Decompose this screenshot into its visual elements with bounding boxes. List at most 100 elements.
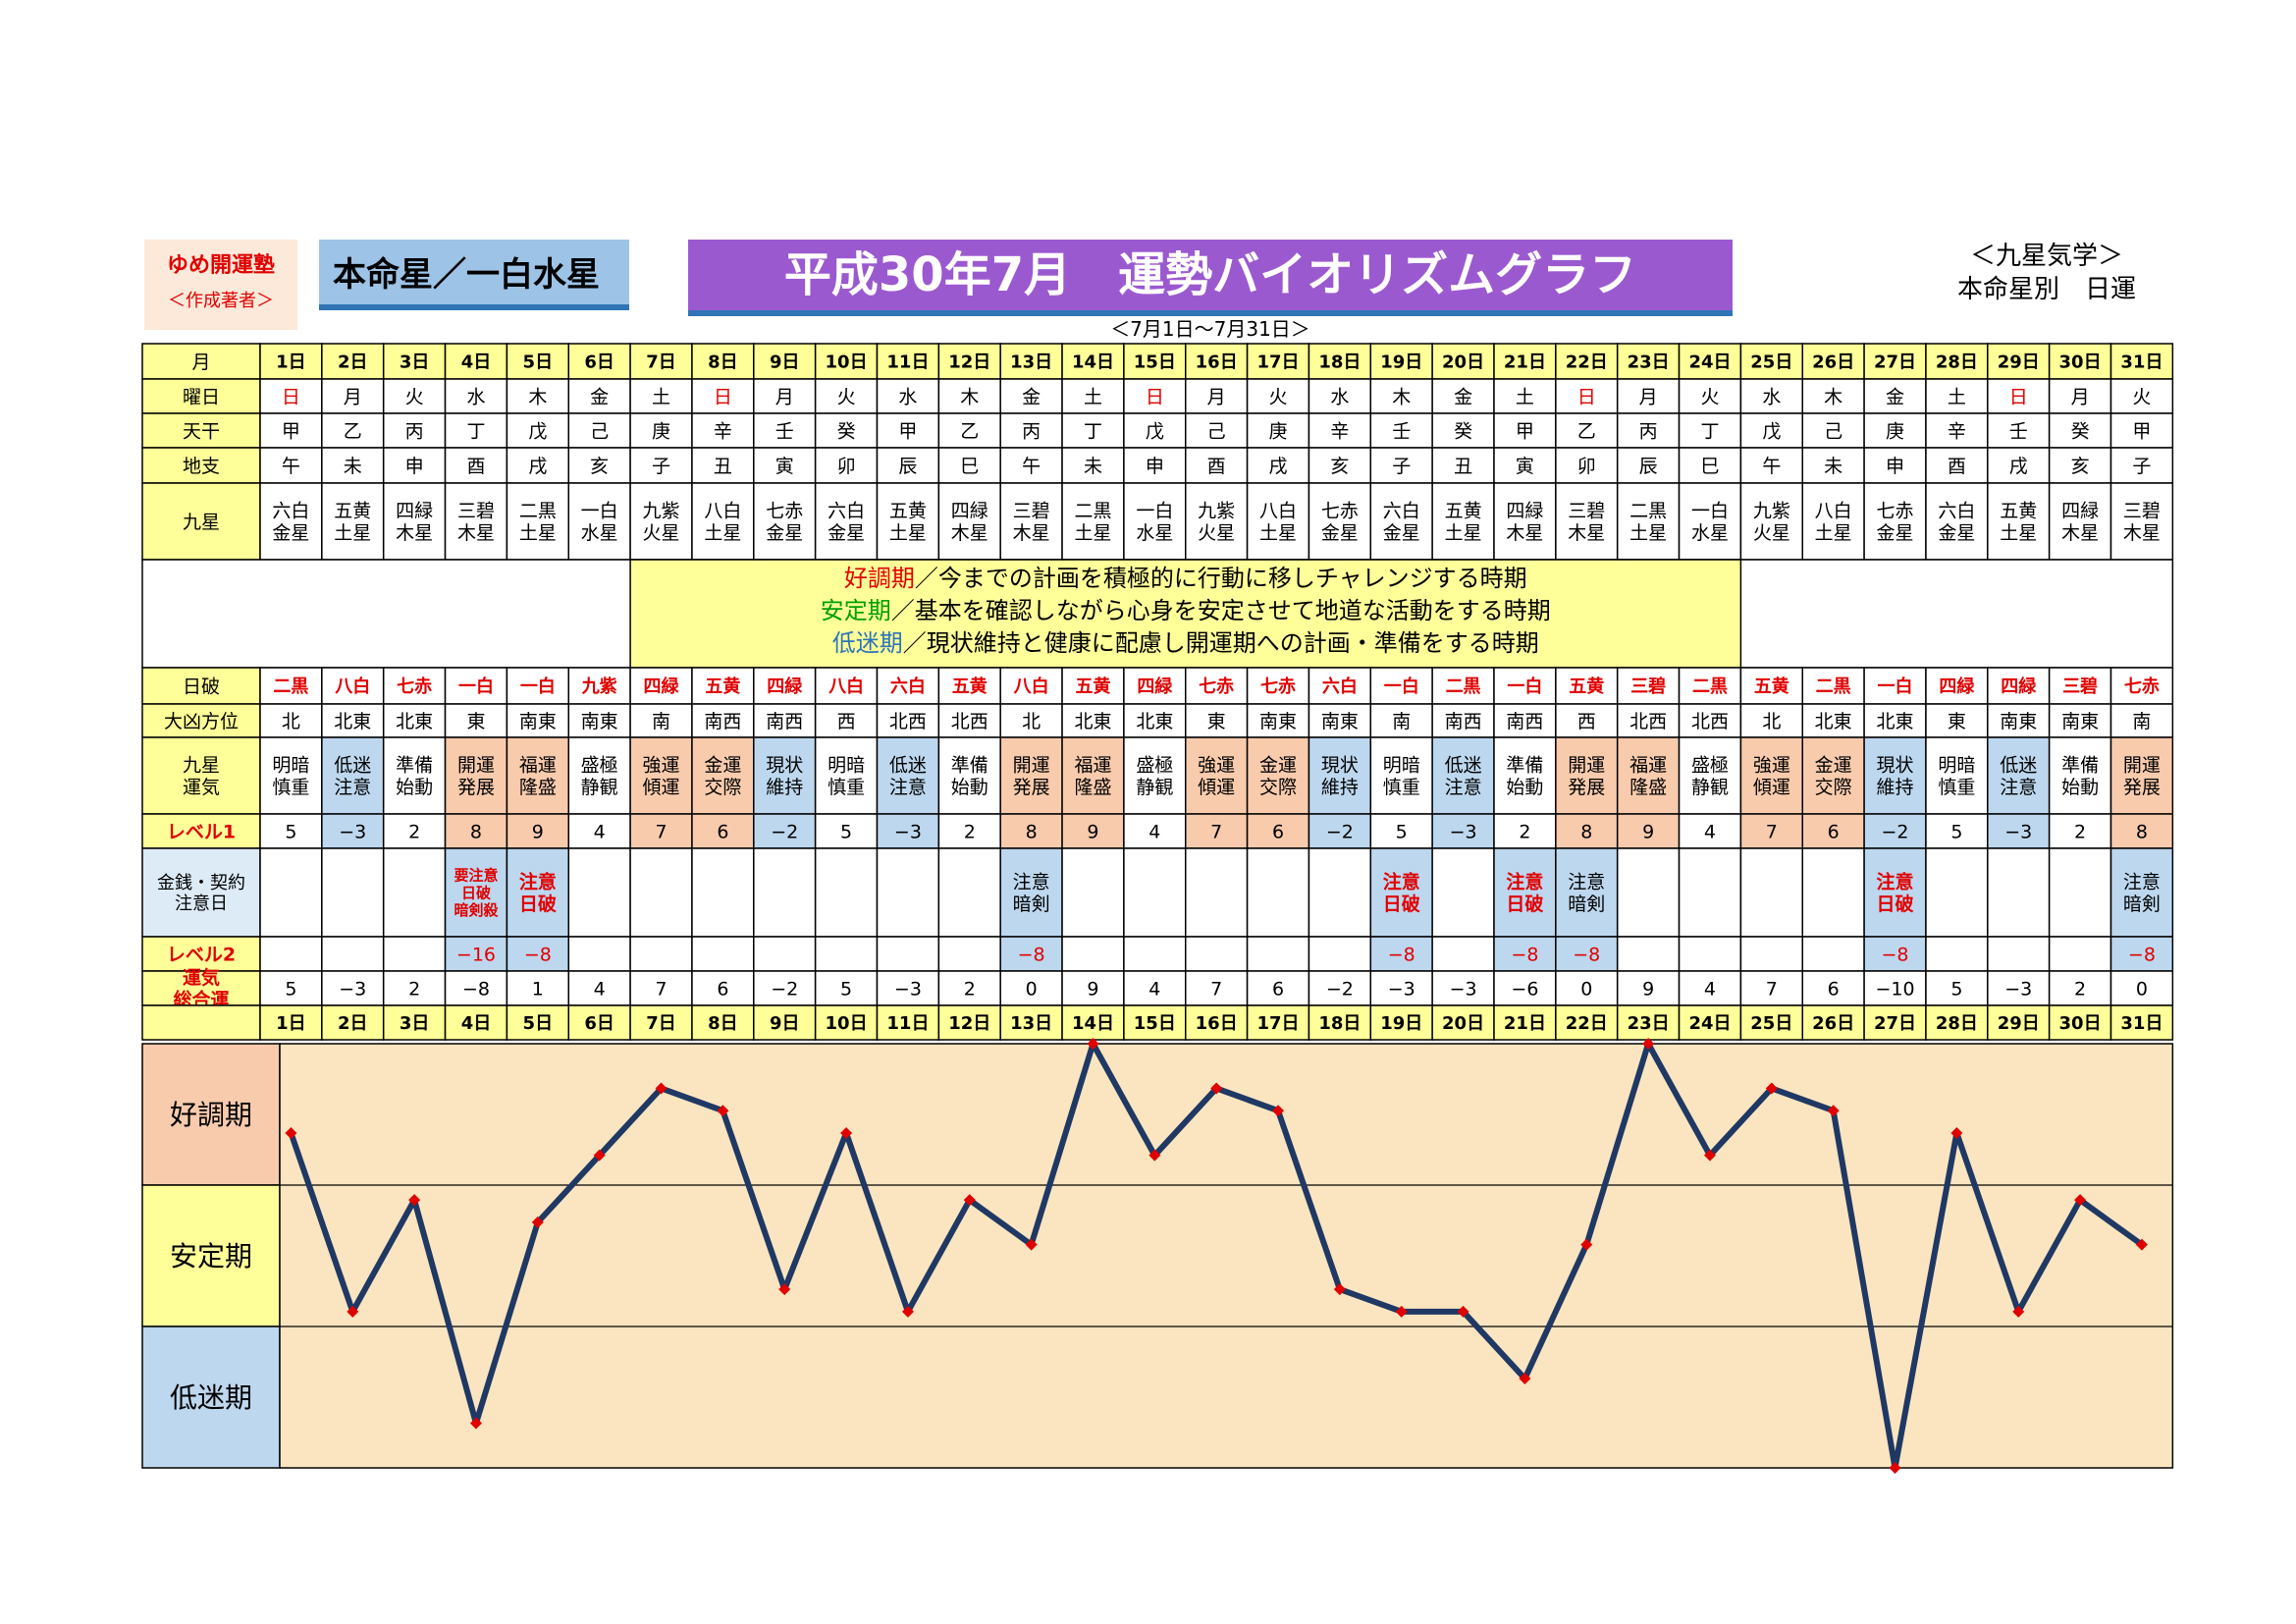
cell-d-text: 29日 [1998,352,2040,372]
cell-k-text: 三碧木星 [457,501,495,544]
data-point [1950,1126,1963,1139]
cell-c-text: 午 [1762,456,1781,477]
cell-np-text: 九紫 [581,676,617,697]
cell-u [259,736,323,815]
cell-d-text: 28日 [1936,352,1978,372]
cell-tot [937,970,1001,1006]
cell-np-text: 四緑 [767,676,803,697]
cell-l2 [1678,936,1742,972]
cell-w [1123,378,1187,414]
cell-c-text: 戌 [2009,456,2028,477]
row-label-tenkan: 天干 [183,420,220,442]
cell-tot-text: 0 [2136,978,2148,1000]
row-label-cell [141,482,261,561]
cell-dir [814,703,879,738]
cell-d-text: 12日 [948,1013,990,1034]
cell-k-text: 一白水星 [581,501,618,544]
cell-l2 [1123,936,1187,972]
cell-dir [1185,703,1249,738]
cell-np [1308,667,1372,705]
cell-u [1493,736,1557,815]
cell-k [1739,482,1804,561]
cell-l2 [1987,936,2051,972]
data-point [1457,1305,1469,1318]
brand-author: ＜作成著者＞ [168,291,274,311]
cell-tot-text: −6 [1511,978,1538,1000]
cell-d [1493,1004,1557,1041]
cell-np-text: 六白 [890,676,926,697]
cell-w-text: 火 [837,386,856,407]
cell-m [876,847,940,938]
cell-c-text: 子 [1392,456,1411,477]
cell-d [937,1004,1001,1041]
cell-dir-text: 北東 [1877,711,1914,732]
cell-tot-text: 7 [655,978,667,1000]
cell-w-text: 日 [282,386,300,407]
cell-tot [2109,970,2174,1006]
cell-d-text: 23日 [1628,352,1670,372]
cell-m [1123,847,1187,938]
cell-u-text: 現状維持 [1877,755,1914,798]
cell-l2 [1431,936,1495,972]
cell-t-text: 甲 [282,420,300,442]
row-label-level2: レベル2 [167,944,236,965]
cell-k-text: 九紫火星 [1198,501,1235,544]
row-label-weekday: 曜日 [183,386,220,407]
cell-np-text: 八白 [1014,676,1049,697]
cell-w-text: 月 [2071,386,2090,407]
cell-c-text: 丑 [714,456,732,477]
cell-d-text: 19日 [1380,352,1422,372]
cell-k-text: 一白水星 [1136,501,1173,544]
data-point [2135,1238,2148,1251]
cell-d [1246,343,1310,380]
cell-l2 [444,936,508,972]
cell-w-text: 金 [590,386,609,407]
cell-k [629,482,693,561]
cell-c-text: 辰 [898,456,917,477]
cell-dir-text: 北東 [1815,711,1852,732]
cell-l2 [382,936,447,972]
data-point [1642,1038,1655,1050]
data-point [840,1126,853,1139]
row-label-cell [141,736,261,815]
cell-c [999,447,1063,484]
cell-d [506,343,570,380]
cell-d [876,343,940,380]
cell-l1 [259,813,323,849]
cell-tot-text: −2 [1326,978,1354,1000]
data-point [1580,1238,1593,1251]
cell-l1-text: 6 [717,821,728,842]
row-label-cell [141,447,261,484]
cell-c-text: 亥 [2071,456,2090,477]
cell-t-text: 丁 [1700,420,1719,442]
cell-np-text: 五黄 [1569,676,1604,697]
cell-c-text: 亥 [1330,456,1349,477]
cell-k-text: 四緑木星 [951,501,988,544]
cell-tot-text: 5 [285,978,296,1000]
cell-l2-text: −8 [524,944,552,965]
cell-tot [1801,970,1865,1006]
cell-c [1678,447,1742,484]
cell-m [1678,847,1742,938]
cell-w [506,378,570,414]
cell-dir-text: 西 [1577,711,1596,732]
cell-l1-text: −2 [1326,821,1354,842]
cell-dir-text: 南西 [766,711,803,732]
cell-l1-text: 4 [1148,821,1160,842]
cell-d-text: 31日 [2120,1013,2163,1034]
cell-d-text: 25日 [1750,352,1792,372]
cell-w [1987,378,2051,414]
cell-d-text: 17日 [1256,1013,1299,1034]
cell-d [753,1004,817,1041]
row-label-month: 月 [191,352,210,373]
cell-d-text: 25日 [1750,1013,1792,1034]
cell-d-text: 8日 [708,1013,738,1034]
cell-l2-text: −8 [1018,944,1045,965]
cell-dir-text: 北 [282,711,300,732]
cell-d-text: 7日 [646,1013,676,1034]
cell-tot-text: −3 [339,978,366,1000]
cell-w-text: 月 [775,386,794,407]
cell-d-text: 16日 [1196,352,1238,372]
cell-k [1369,482,1433,561]
cell-dir-text: 南東 [519,711,557,732]
